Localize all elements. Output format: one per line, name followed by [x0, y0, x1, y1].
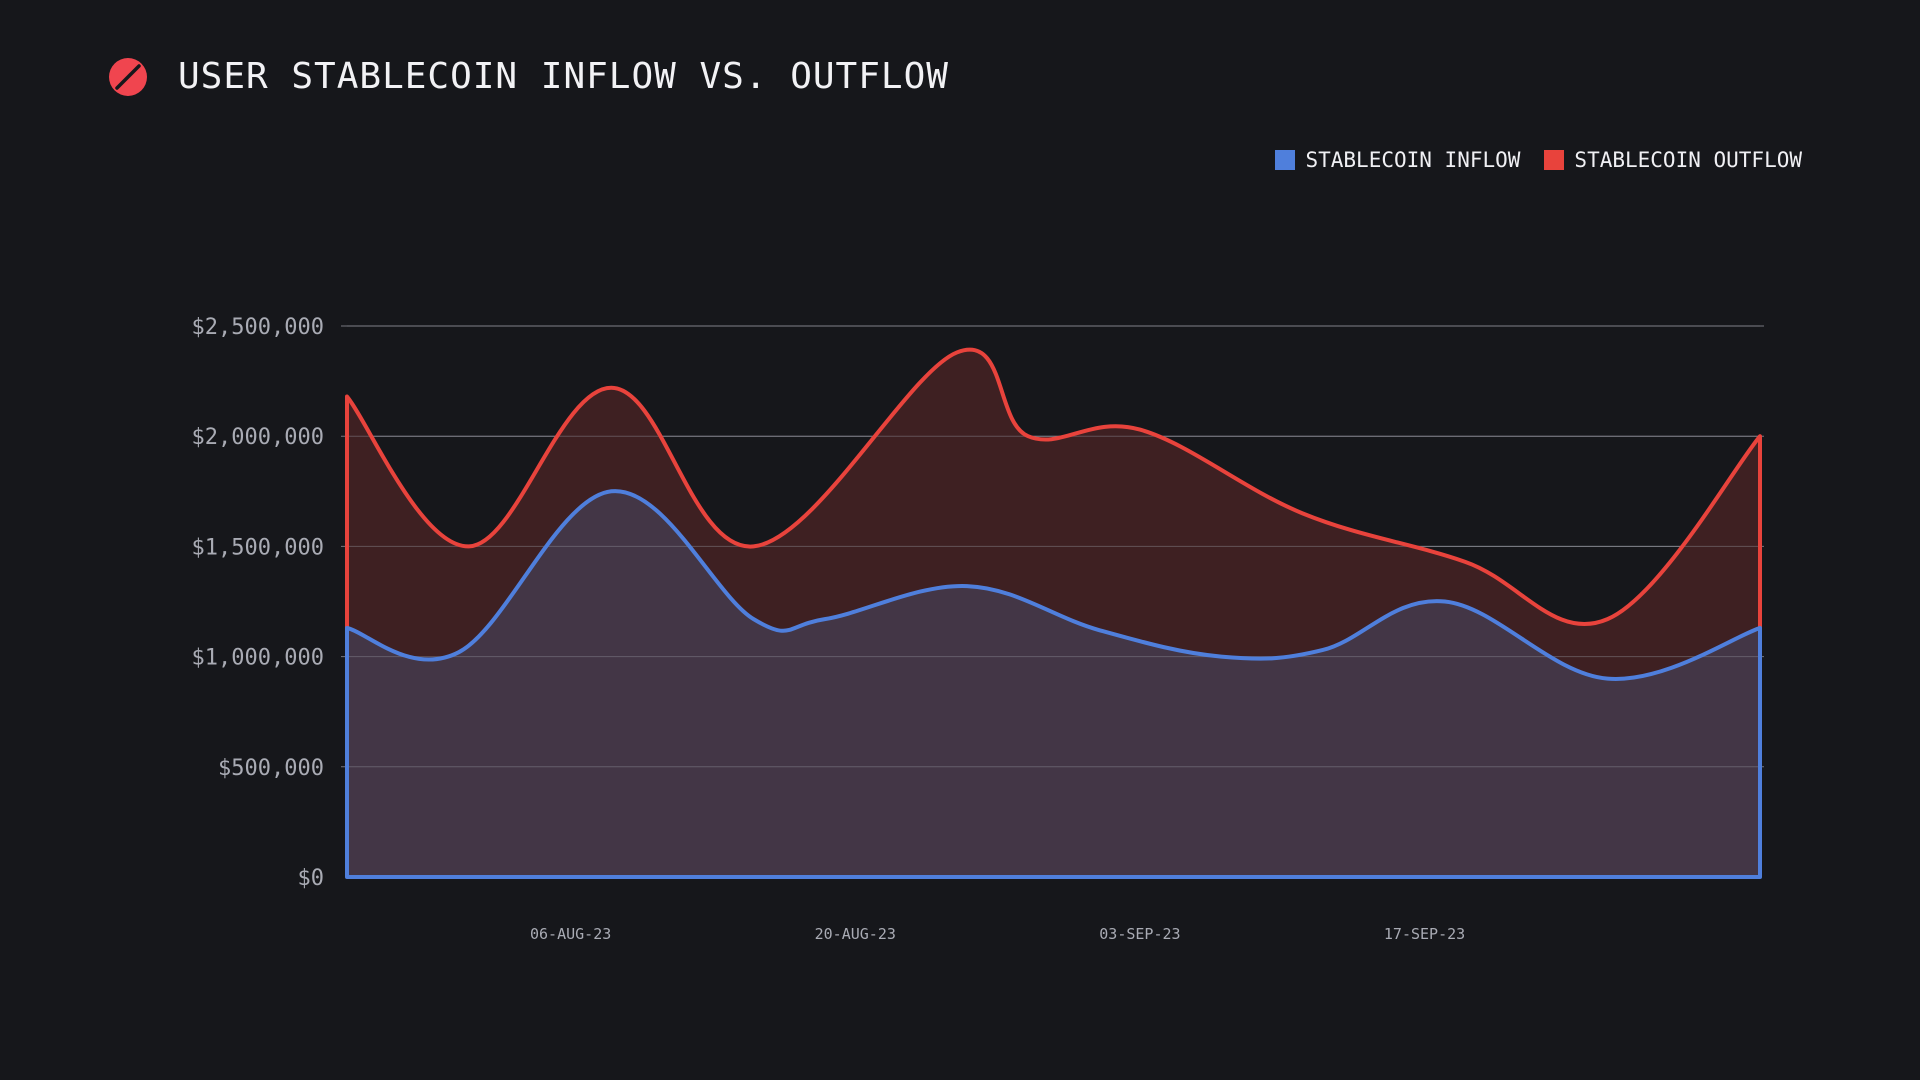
y-tick-label: $2,500,000: [192, 315, 324, 340]
x-tick-label: 06-AUG-23: [530, 925, 611, 943]
slashed-circle-logo-icon: [109, 57, 147, 96]
legend-label-outflow: STABLECOIN OUTFLOW: [1574, 148, 1802, 172]
legend-item-outflow[interactable]: STABLECOIN OUTFLOW: [1544, 148, 1802, 172]
chart-title: USER STABLECOIN INFLOW VS. OUTFLOW: [178, 56, 949, 97]
y-tick-label: $500,000: [218, 756, 324, 781]
legend-swatch-inflow: [1275, 150, 1296, 170]
x-tick-label: 20-AUG-23: [815, 925, 896, 943]
grid-lines-overlay: [347, 325, 1760, 768]
legend-swatch-outflow: [1544, 150, 1565, 170]
y-tick-label: $2,000,000: [192, 425, 324, 450]
inflow-line: [345, 489, 1762, 879]
chart-legend: STABLECOIN INFLOW STABLECOIN OUTFLOW: [1275, 148, 1802, 172]
outflow-line: [345, 347, 1762, 630]
y-tick-label: $1,000,000: [192, 646, 324, 671]
legend-item-inflow[interactable]: STABLECOIN INFLOW: [1275, 148, 1520, 172]
x-tick-label: 03-SEP-23: [1099, 925, 1180, 943]
y-tick-label: $0: [298, 866, 325, 891]
inflow-area: [347, 491, 1760, 877]
y-tick-label: $1,500,000: [192, 535, 324, 560]
x-tick-label: 17-SEP-23: [1384, 925, 1465, 943]
legend-label-inflow: STABLECOIN INFLOW: [1305, 148, 1521, 172]
chart-header: USER STABLECOIN INFLOW VS. OUTFLOW: [108, 56, 949, 97]
